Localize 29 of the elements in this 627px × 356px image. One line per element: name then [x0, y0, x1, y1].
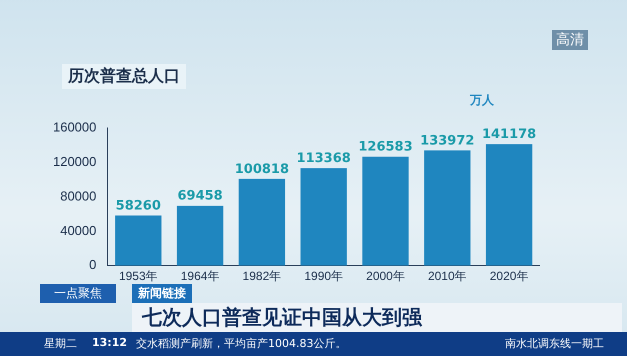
y-tick-label: 120000 — [52, 154, 96, 169]
text: 星期二 — [44, 336, 77, 351]
text: 13:12 — [92, 336, 128, 349]
text: 七次人口普查见证中国从大到强 — [132, 303, 622, 332]
x-tick-label: 1964年 — [180, 269, 220, 284]
data-label: 100818 — [234, 162, 290, 177]
text: 万人 — [470, 92, 494, 109]
data-label: 113368 — [296, 150, 351, 166]
text: 南水北调东线一期工 — [505, 336, 604, 351]
chart-title: 历次普查总人口 — [62, 64, 186, 89]
data-label: 58260 — [116, 198, 161, 214]
x-tick-label: 2010年 — [428, 269, 467, 284]
x-tick-label: 1990年 — [304, 269, 344, 284]
y-tick-label: 0 — [89, 257, 96, 272]
y-tick-label: 40000 — [60, 222, 96, 238]
y-tick-label: 80000 — [60, 188, 96, 204]
data-label: 69458 — [177, 188, 223, 204]
data-label: 141178 — [482, 127, 536, 142]
x-tick-label: 2020年 — [490, 269, 528, 284]
text: 新闻链接 — [132, 284, 192, 303]
data-label: 126583 — [358, 140, 413, 155]
text: 高清 — [552, 30, 588, 50]
y-tick-label: 160000 — [52, 120, 96, 135]
text: 交水稻测产刷新，平均亩产1004.83公斤。 — [136, 336, 346, 351]
x-tick-label: 1982年 — [242, 269, 282, 284]
text: 一点聚焦 — [40, 284, 116, 303]
data-label: 133972 — [420, 133, 474, 148]
x-tick-label: 2000年 — [366, 269, 405, 284]
x-tick-label: 1953年 — [118, 269, 158, 284]
